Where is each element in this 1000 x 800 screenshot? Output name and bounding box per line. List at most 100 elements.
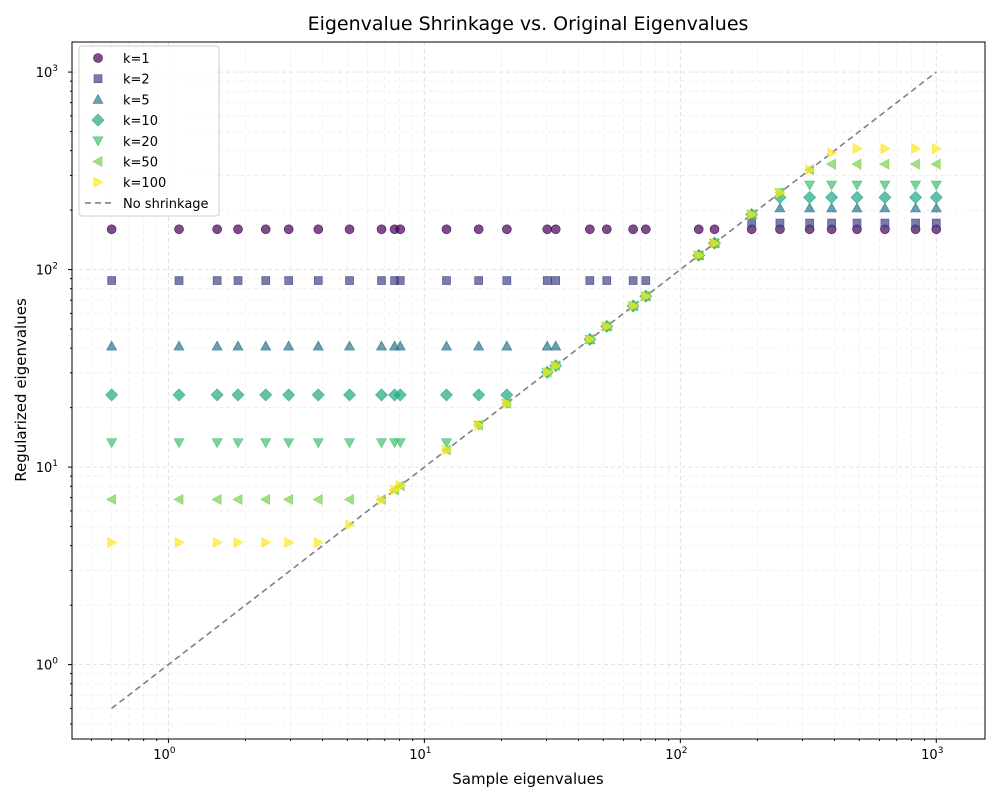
data-point (803, 190, 817, 204)
legend-marker (91, 113, 105, 127)
legend-marker (93, 176, 104, 188)
data-point (106, 224, 117, 235)
data-point (694, 249, 705, 261)
data-point (879, 180, 891, 191)
no-shrinkage-line (111, 71, 937, 710)
data-point (106, 340, 118, 351)
data-point (641, 224, 651, 235)
legend-label: k=5 (123, 93, 150, 108)
legend-marker (93, 74, 103, 83)
series-k-1 (106, 224, 942, 235)
data-point (550, 224, 561, 235)
data-point (390, 484, 401, 496)
data-point (930, 202, 942, 213)
y-axis-label: Regularized eigenvalues (12, 298, 30, 482)
legend-label: k=100 (123, 176, 166, 191)
data-point (344, 340, 356, 351)
grid-lines (72, 42, 985, 739)
data-point (775, 187, 786, 199)
data-point (910, 202, 922, 213)
data-point (442, 276, 451, 285)
data-point (440, 340, 452, 351)
data-point (345, 276, 354, 285)
legend-label: k=10 (123, 114, 158, 129)
data-point (747, 209, 758, 221)
data-point (211, 340, 223, 351)
data-point (851, 158, 862, 170)
data-points (105, 143, 943, 549)
data-point (879, 202, 891, 213)
data-point (259, 388, 273, 402)
data-point (930, 180, 942, 191)
data-point (313, 224, 324, 235)
data-point (210, 388, 224, 402)
data-point (442, 444, 453, 456)
data-point (395, 224, 406, 235)
data-point (909, 190, 922, 204)
x-tick-label: 101 (409, 746, 431, 763)
data-point (260, 494, 271, 506)
data-point (283, 340, 295, 351)
data-point (804, 180, 816, 191)
data-point (284, 276, 293, 285)
data-point (585, 276, 595, 285)
data-point (172, 388, 186, 402)
series-k-100 (107, 143, 942, 549)
data-point (395, 276, 405, 285)
series-k-10 (105, 190, 943, 402)
data-point (260, 438, 272, 449)
data-point (376, 438, 388, 449)
data-point (313, 537, 324, 549)
data-point (232, 340, 244, 351)
data-point (931, 143, 942, 155)
data-point (312, 438, 324, 449)
data-point (542, 224, 553, 235)
data-point (542, 366, 553, 378)
data-point (502, 397, 513, 409)
y-tick-label: 101 (36, 459, 58, 476)
legend-label: k=50 (123, 156, 158, 171)
data-point (641, 290, 652, 302)
data-point (825, 158, 836, 170)
legend: k=1 k=2 k=5 k=10 k=20 k=50 k=100 No shrinkage (78, 45, 220, 217)
data-point (440, 388, 453, 402)
data-point (105, 388, 119, 402)
data-point (628, 276, 638, 285)
data-point (173, 438, 185, 449)
data-point (345, 519, 356, 531)
data-point (550, 340, 562, 351)
plot-frame (71, 41, 986, 740)
data-point (585, 224, 595, 235)
data-point (106, 438, 118, 449)
data-point (212, 224, 222, 235)
data-point (804, 202, 816, 213)
series-k-5 (106, 202, 942, 351)
data-point (474, 419, 485, 431)
data-point (473, 340, 485, 351)
legend-box (78, 45, 220, 217)
data-point (473, 224, 484, 235)
x-tick-label: 100 (153, 746, 176, 763)
data-point (911, 143, 922, 155)
data-point (542, 276, 552, 285)
data-point (174, 276, 184, 285)
data-point (343, 494, 354, 506)
y-tick-label: 102 (36, 262, 58, 279)
legend-label: k=20 (123, 135, 158, 150)
data-point (911, 218, 920, 228)
data-point (174, 537, 185, 549)
data-point (393, 388, 407, 402)
x-tick-label: 103 (921, 746, 943, 763)
data-point (441, 224, 452, 235)
data-point (709, 224, 720, 235)
data-point (826, 180, 838, 191)
data-point (602, 276, 612, 285)
y-tick-label: 103 (36, 64, 58, 81)
data-point (805, 218, 814, 228)
data-point (375, 388, 388, 402)
data-point (472, 388, 486, 402)
data-point (693, 224, 704, 235)
data-point (261, 276, 271, 285)
data-point (260, 224, 271, 235)
